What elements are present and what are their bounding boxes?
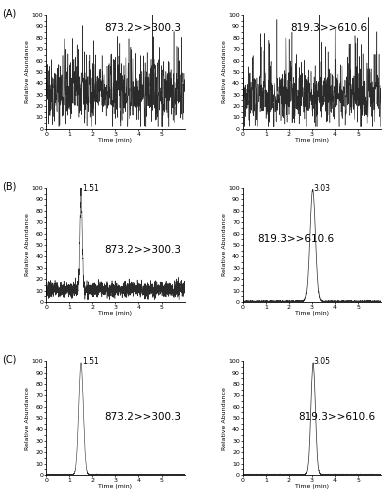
Text: (C): (C) — [2, 354, 16, 364]
X-axis label: Time (min): Time (min) — [99, 484, 132, 489]
Text: (A): (A) — [2, 8, 16, 18]
Text: 873.2>>300.3: 873.2>>300.3 — [105, 412, 182, 422]
Y-axis label: Relative Abundance: Relative Abundance — [222, 386, 227, 450]
Y-axis label: Relative Abundance: Relative Abundance — [222, 40, 227, 104]
X-axis label: Time (min): Time (min) — [99, 311, 132, 316]
Text: 819.3>>610.6: 819.3>>610.6 — [298, 412, 375, 422]
Text: 1.51: 1.51 — [82, 356, 99, 366]
Text: 819.3>>610.6: 819.3>>610.6 — [257, 234, 334, 243]
Text: 3.05: 3.05 — [314, 356, 331, 366]
Text: 3.03: 3.03 — [314, 184, 331, 192]
Y-axis label: Relative Abundance: Relative Abundance — [222, 214, 227, 276]
X-axis label: Time (min): Time (min) — [295, 484, 329, 489]
Text: 1.51: 1.51 — [82, 184, 99, 192]
Y-axis label: Relative Abundance: Relative Abundance — [25, 40, 30, 104]
Text: 873.2>>300.3: 873.2>>300.3 — [105, 245, 182, 255]
X-axis label: Time (min): Time (min) — [295, 138, 329, 143]
X-axis label: Time (min): Time (min) — [295, 311, 329, 316]
Text: 873.2>>300.3: 873.2>>300.3 — [105, 23, 182, 33]
Text: 819.3>>610.6: 819.3>>610.6 — [290, 23, 367, 33]
Y-axis label: Relative Abundance: Relative Abundance — [25, 214, 30, 276]
Y-axis label: Relative Abundance: Relative Abundance — [25, 386, 30, 450]
X-axis label: Time (min): Time (min) — [99, 138, 132, 143]
Text: (B): (B) — [2, 181, 16, 191]
